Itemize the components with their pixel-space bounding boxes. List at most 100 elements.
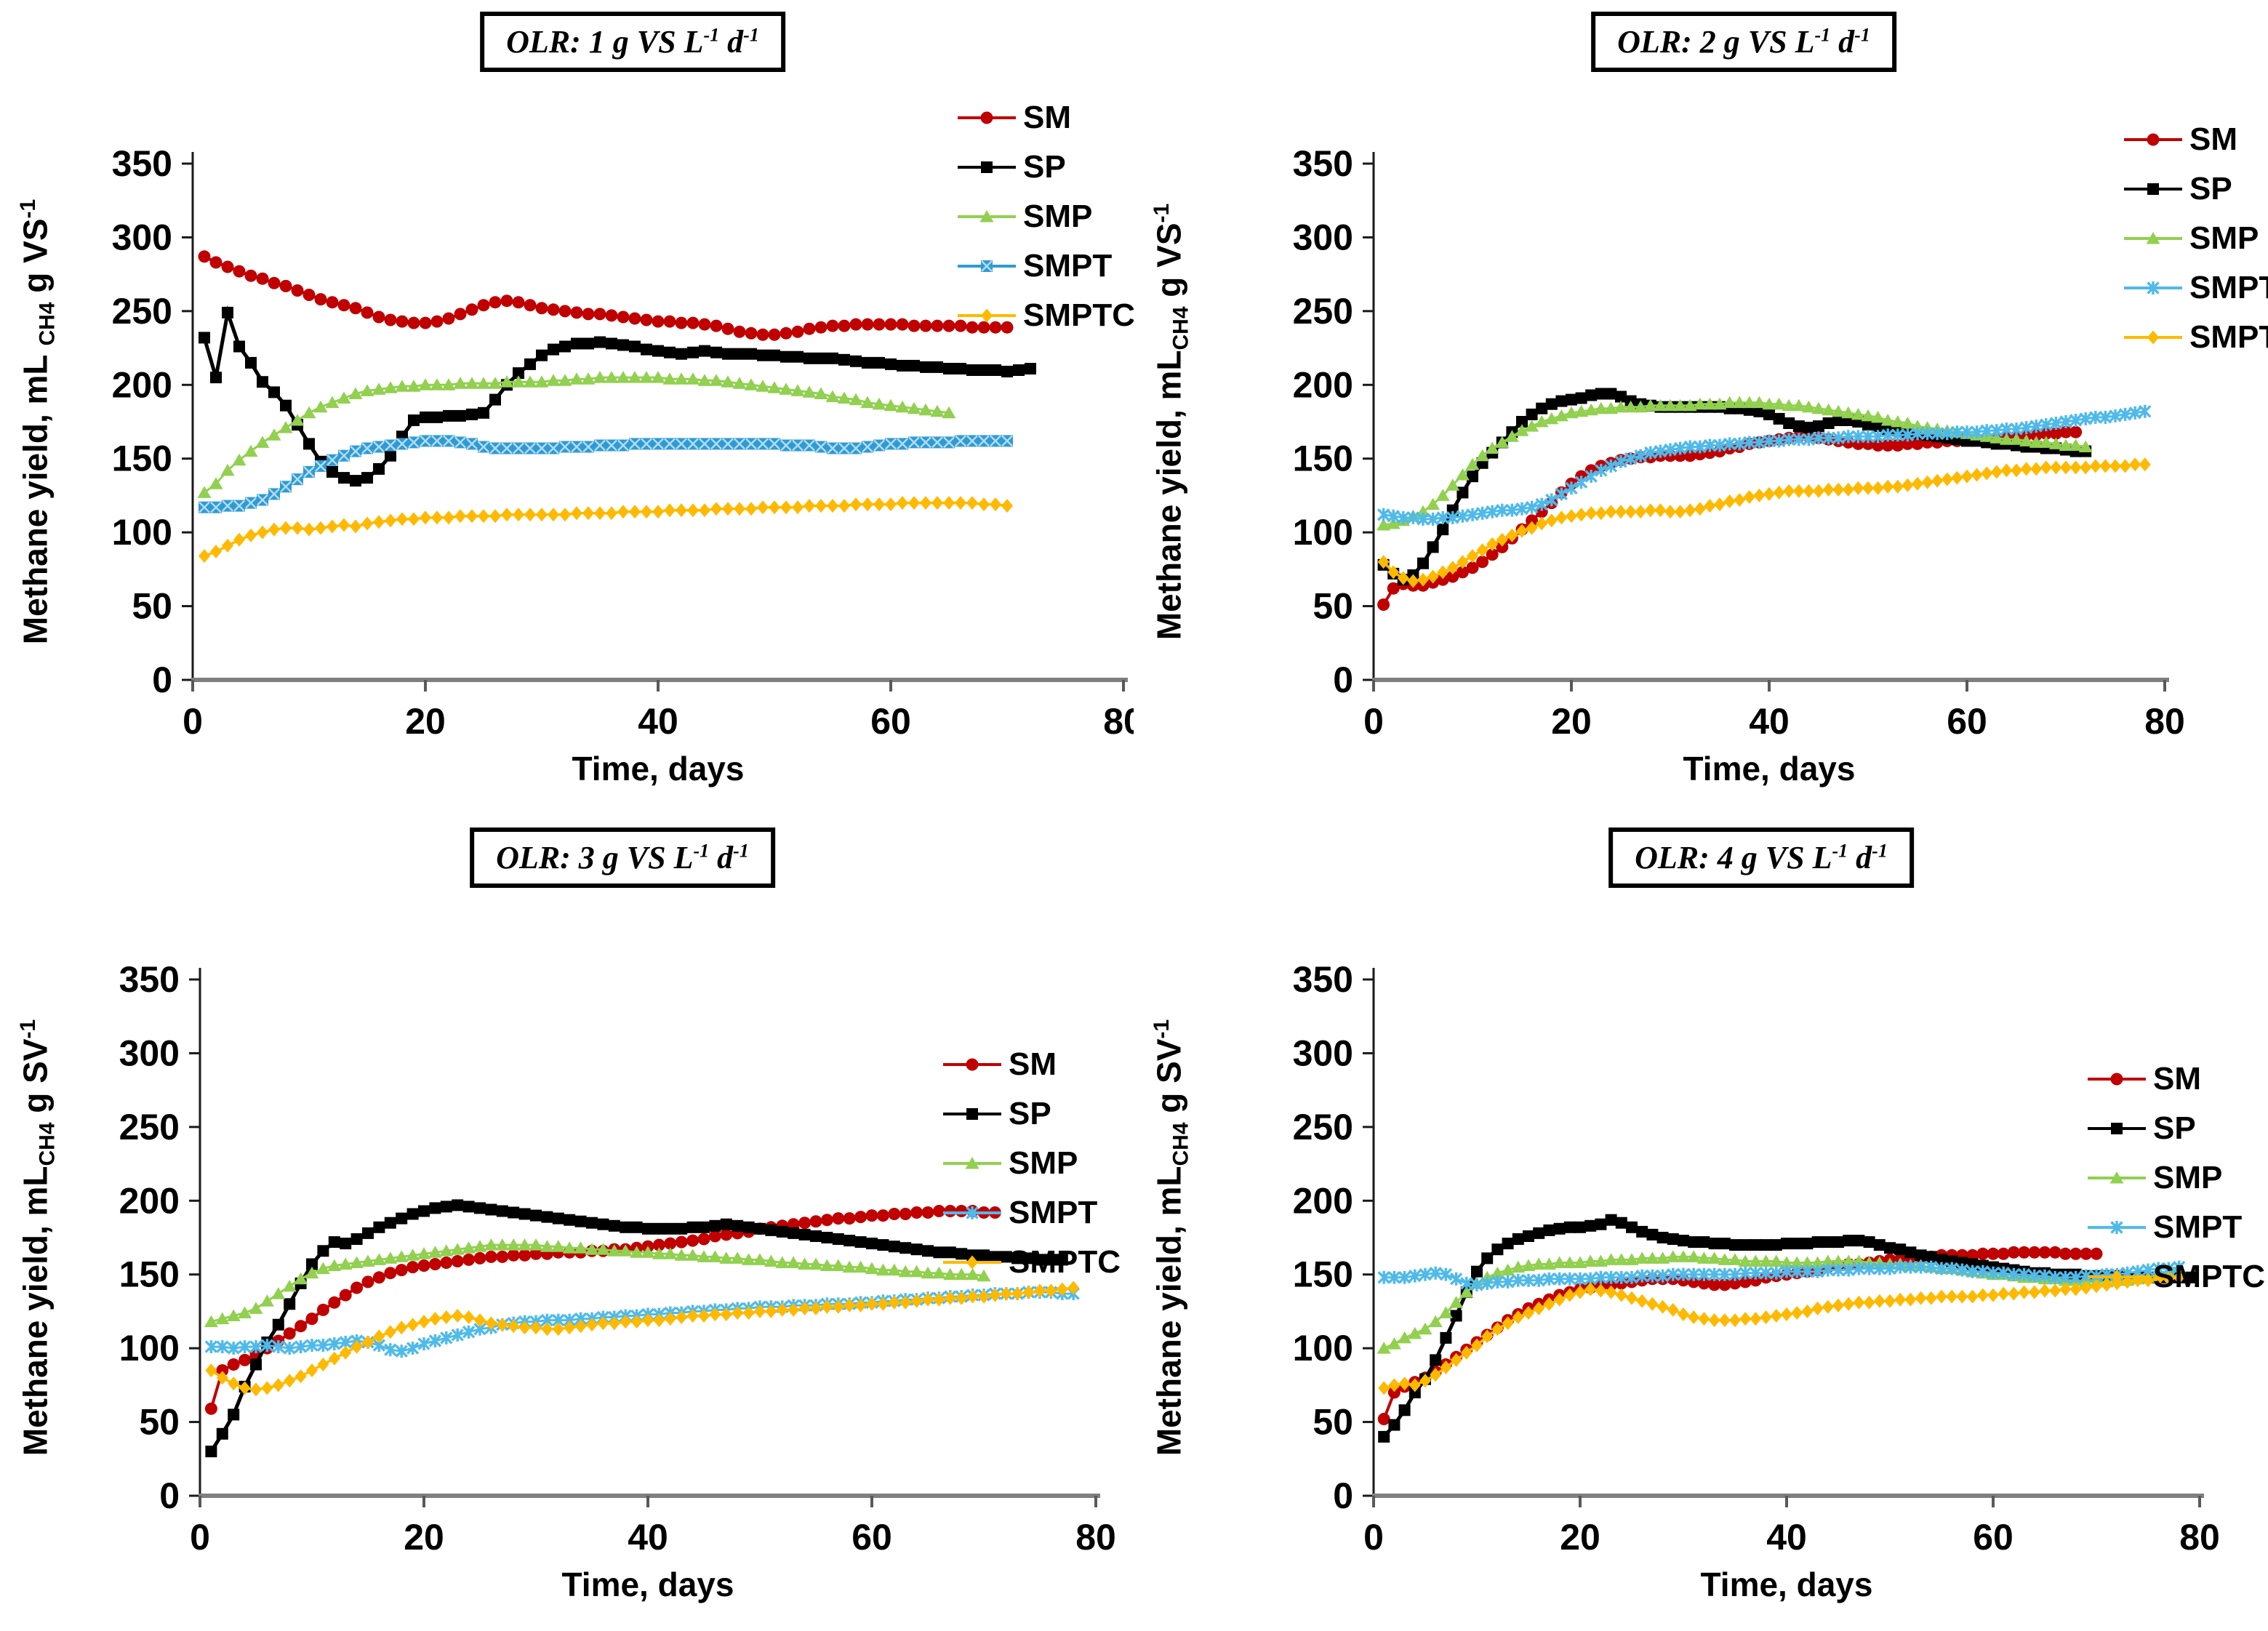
legend-item-smp: SMP	[2123, 223, 2268, 255]
legend-square-x-icon	[958, 260, 1016, 272]
svg-text:20: 20	[404, 1517, 444, 1558]
svg-text:350: 350	[1293, 959, 1353, 1000]
legend-triangle-icon	[943, 1157, 1001, 1169]
legend-label: SMPTC	[1009, 1244, 1121, 1280]
legend-label: SMPTC	[2153, 1259, 2265, 1294]
legend-diamond-icon	[943, 1255, 1001, 1270]
legend-label: SM	[2153, 1061, 2201, 1097]
x-axis-title: Time, days	[572, 750, 745, 788]
svg-text:300: 300	[112, 217, 172, 257]
series-SM	[198, 250, 1014, 341]
legend-item-smpt: SMPT	[2123, 272, 2268, 304]
svg-text:350: 350	[1293, 143, 1353, 184]
svg-text:80: 80	[2179, 1517, 2220, 1558]
legend-item-smpt: SMPT	[956, 250, 1135, 282]
svg-text:250: 250	[1293, 1107, 1353, 1147]
y-axis-title: Methane yield, mLCH4 g SV-1	[16, 1019, 60, 1456]
svg-text:80: 80	[1075, 1517, 1116, 1558]
svg-text:150: 150	[1293, 1254, 1353, 1295]
legend-label: SP	[1009, 1096, 1051, 1131]
svg-text:0: 0	[159, 1475, 180, 1516]
series-SMPTC	[1377, 457, 2151, 588]
series-SMPTC	[205, 1281, 1080, 1397]
svg-text:250: 250	[112, 291, 172, 332]
legend-item-smp: SMP	[2086, 1162, 2265, 1194]
legend-item-smp: SMP	[942, 1147, 1121, 1179]
svg-text:40: 40	[1766, 1517, 1807, 1558]
svg-text:200: 200	[1293, 1180, 1353, 1221]
series-SMPT	[1377, 404, 2152, 526]
legend-item-smpt: SMPT	[942, 1197, 1121, 1229]
svg-text:0: 0	[190, 1517, 210, 1558]
series-SM	[204, 1205, 1001, 1415]
legend-circle-icon	[943, 1058, 1001, 1071]
legend-label: SMPTC	[2189, 319, 2268, 355]
svg-text:200: 200	[112, 364, 172, 405]
legend-star-icon	[943, 1206, 1001, 1219]
legend-label: SMPT	[2153, 1209, 2243, 1245]
svg-text:200: 200	[119, 1180, 180, 1221]
series-SP	[1377, 388, 2092, 586]
legend: SM SP SMP SMPT SMPTC	[956, 102, 1135, 332]
legend-item-smp: SMP	[956, 201, 1135, 233]
svg-text:60: 60	[1947, 701, 1987, 742]
svg-text:20: 20	[1560, 1517, 1600, 1558]
svg-text:0: 0	[1333, 660, 1353, 700]
svg-text:80: 80	[1103, 701, 1134, 742]
legend-square-icon	[2088, 1123, 2146, 1134]
svg-text:350: 350	[112, 143, 172, 184]
chart-title: OLR: 4 g VS L-1 d-1	[1608, 827, 1914, 888]
svg-text:50: 50	[1313, 1402, 1353, 1443]
legend-label: SMP	[1023, 199, 1093, 234]
legend-item-sm: SM	[942, 1049, 1121, 1081]
chart-olr-2: 0 50 100 150 200 250 300 350 0 20 40 60 80 OLR: 2 g V…	[1134, 0, 2268, 815]
y-axis-title: Methane yield, mL CH4 g VS-1	[16, 199, 60, 645]
legend-diamond-icon	[2088, 1270, 2146, 1284]
svg-text:100: 100	[1293, 512, 1353, 553]
svg-text:100: 100	[119, 1328, 180, 1368]
legend-label: SP	[2189, 171, 2232, 207]
series-SMP	[1377, 1250, 2187, 1354]
svg-text:80: 80	[2144, 701, 2185, 742]
legend-star-icon	[2088, 1221, 2146, 1234]
series-SMPTC	[199, 496, 1013, 564]
legend-item-smptc: SMPTC	[942, 1246, 1121, 1278]
legend-item-sp: SP	[942, 1098, 1121, 1130]
legend-item-sp: SP	[2123, 173, 2268, 205]
plot-area: 0 50 100 150 200 250 300 350 0 20 40 60 80	[1293, 959, 2220, 1558]
svg-text:0: 0	[1363, 701, 1384, 742]
chart-olr-1: 0 50 100 150 200 250 300 350 0 20 40 60 80 OLR: 1 g V…	[0, 0, 1135, 815]
legend-item-smptc: SMPTC	[2086, 1261, 2265, 1293]
legend-label: SMP	[1009, 1145, 1078, 1181]
svg-text:60: 60	[851, 1517, 892, 1558]
svg-text:150: 150	[119, 1254, 180, 1295]
svg-text:200: 200	[1293, 364, 1353, 405]
svg-text:40: 40	[638, 701, 678, 742]
chart-olr-4: 0 50 100 150 200 250 300 350 0 20 40 60 80 OLR: 4 g V…	[1134, 816, 2268, 1631]
svg-text:300: 300	[119, 1033, 180, 1073]
svg-text:40: 40	[1749, 701, 1790, 742]
svg-text:150: 150	[112, 438, 172, 479]
plot-area: 0 50 100 150 200 250 300 350 0 20 40 60 80	[1293, 143, 2185, 742]
svg-text:250: 250	[119, 1107, 180, 1147]
svg-text:250: 250	[1293, 291, 1353, 332]
series-SMP	[204, 1238, 991, 1328]
x-axis-title: Time, days	[1683, 750, 1856, 788]
y-axis-title: Methane yield, mLCH4 g SV-1	[1150, 1019, 1193, 1456]
legend-label: SMPT	[1009, 1195, 1098, 1230]
svg-text:0: 0	[1363, 1517, 1384, 1558]
legend-square-icon	[2124, 183, 2182, 195]
legend-item-smptc: SMPTC	[956, 300, 1135, 332]
legend: SM SP SMP SMPT SMPTC	[2123, 124, 2268, 353]
legend-circle-icon	[2088, 1073, 2146, 1086]
svg-text:100: 100	[112, 512, 172, 553]
legend-star-icon	[2124, 281, 2182, 294]
svg-text:300: 300	[1293, 1033, 1353, 1073]
legend-label: SM	[1009, 1046, 1057, 1082]
series-SMPT	[199, 435, 1013, 513]
legend-label: SP	[2153, 1110, 2196, 1146]
legend-label: SMPTC	[1023, 297, 1135, 333]
svg-text:50: 50	[1313, 586, 1353, 627]
legend-circle-icon	[2124, 133, 2182, 146]
chart-title: OLR: 1 g VS L-1 d-1	[480, 12, 785, 72]
